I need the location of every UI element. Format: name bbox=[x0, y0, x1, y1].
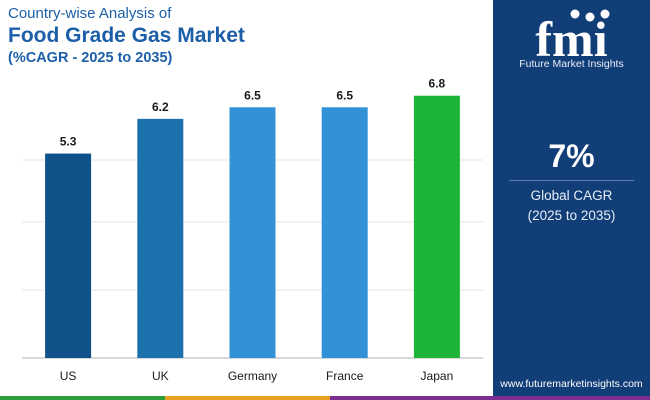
bottom-bar-segment-1 bbox=[165, 396, 330, 400]
x-tick-france: France bbox=[326, 369, 364, 383]
bottom-color-bar bbox=[0, 396, 650, 400]
x-tick-germany: Germany bbox=[228, 369, 277, 383]
x-tick-us: US bbox=[60, 369, 77, 383]
data-label-japan: 6.8 bbox=[429, 77, 446, 91]
bar-japan bbox=[413, 95, 460, 358]
logo-subtitle: Future Market Insights bbox=[519, 58, 624, 70]
x-tick-japan: Japan bbox=[421, 369, 454, 383]
global-cagr-title: Global CAGR bbox=[530, 188, 613, 203]
bar-france bbox=[321, 107, 368, 359]
fmi-logo: fmi bbox=[535, 9, 610, 67]
data-label-us: 5.3 bbox=[60, 135, 77, 149]
logo-leaf-icon bbox=[585, 12, 595, 22]
global-cagr-range: (2025 to 2035) bbox=[527, 208, 616, 223]
bar-germany bbox=[229, 107, 276, 359]
chart-header: Country-wise Analysis of Food Grade Gas … bbox=[8, 4, 245, 68]
chart-title: Food Grade Gas Market bbox=[8, 24, 245, 47]
bottom-bar-segment-2 bbox=[330, 396, 650, 400]
logo-gear-icon bbox=[600, 9, 610, 19]
logo-text: fmi bbox=[535, 11, 607, 67]
stat-divider bbox=[509, 180, 634, 181]
bottom-bar-segment-0 bbox=[0, 396, 165, 400]
data-label-germany: 6.5 bbox=[244, 88, 261, 102]
website-link[interactable]: www.futuremarketinsights.com bbox=[500, 378, 643, 390]
chart-subtitle: Country-wise Analysis of bbox=[8, 5, 172, 22]
global-cagr-label: Global CAGR (2025 to 2035) bbox=[493, 186, 650, 226]
bar-chart: 5.3 US 6.2 UK 6.5 Germany 6.5 France 6.8 Japan bbox=[22, 77, 483, 383]
data-label-uk: 6.2 bbox=[152, 100, 169, 114]
cagr-range-label: (%CAGR - 2025 to 2035) bbox=[8, 50, 173, 66]
bar-us bbox=[45, 153, 92, 358]
logo-globe-icon bbox=[570, 9, 580, 19]
info-sidebar: fmi Future Market Insights 7% Global CAG… bbox=[493, 0, 650, 400]
x-tick-uk: UK bbox=[152, 369, 169, 383]
global-cagr-value: 7% bbox=[548, 138, 595, 174]
bar-uk bbox=[137, 118, 184, 358]
data-label-france: 6.5 bbox=[336, 88, 353, 102]
